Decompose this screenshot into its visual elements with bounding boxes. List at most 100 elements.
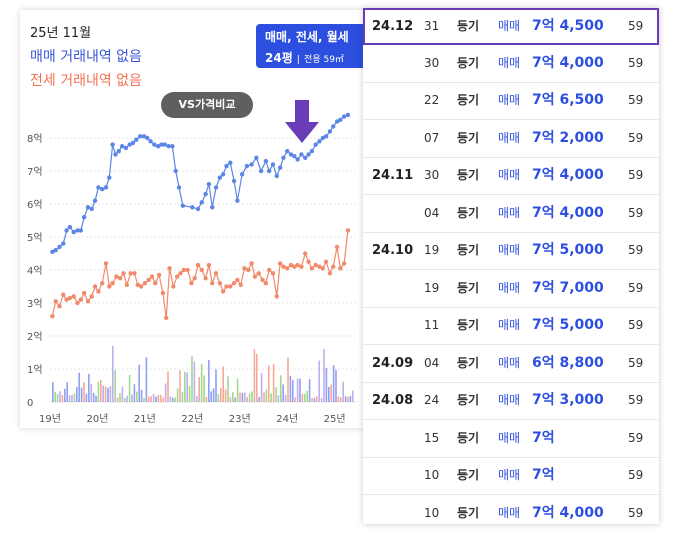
volume-bar xyxy=(88,373,90,402)
series-point-jeonse xyxy=(303,251,308,256)
transaction-row[interactable]: 15 등기 매매 7억 59 xyxy=(363,421,659,458)
series-point-sale xyxy=(224,163,229,169)
transaction-row[interactable]: 10 등기 매매 7억 59 xyxy=(363,458,659,495)
series-point-sale xyxy=(258,168,264,174)
series-point-sale xyxy=(176,185,182,190)
series-point-jeonse xyxy=(103,261,109,266)
transaction-row[interactable]: 10 등기 매매 7억 4,000 59 xyxy=(363,496,659,525)
volume-bar xyxy=(52,382,54,402)
series-point-jeonse xyxy=(299,264,304,269)
deal-price: 7억 4,000 xyxy=(532,504,604,521)
volume-bar xyxy=(229,397,232,402)
deal-type: 매매 xyxy=(498,280,521,295)
series-point-jeonse xyxy=(132,271,137,276)
series-point-jeonse xyxy=(217,281,223,286)
registration-badge: 등기 xyxy=(457,505,480,520)
series-point-sale xyxy=(71,229,76,235)
transaction-day: 07 xyxy=(424,130,440,145)
series-point-sale xyxy=(220,172,226,177)
volume-bar xyxy=(325,367,328,402)
volume-bar xyxy=(167,371,169,402)
transaction-row[interactable]: 24.08 24 등기 매매 7억 3,000 59 xyxy=(363,383,659,420)
registration-badge: 등기 xyxy=(457,55,480,70)
volume-bar xyxy=(244,392,246,402)
volume-bar xyxy=(224,389,227,402)
series-point-sale xyxy=(67,224,73,230)
exclusive-area: 59 xyxy=(628,468,644,482)
y-tick-label: 2억 xyxy=(27,331,43,343)
deal-price: 7억 2,000 xyxy=(532,129,604,146)
filter-deal-types[interactable]: 매매, 전세, 월세 xyxy=(265,30,349,44)
transaction-day: 15 xyxy=(424,430,440,445)
filter-box[interactable]: 매매, 전세, 월세 24평 | 전용 59㎡ xyxy=(256,24,364,68)
volume-bar xyxy=(162,397,164,402)
series-point-sale xyxy=(299,152,304,157)
series-point-sale xyxy=(266,168,272,174)
series-point-sale xyxy=(306,152,311,157)
series-point-jeonse xyxy=(174,274,180,279)
deal-price: 7억 4,000 xyxy=(532,54,604,71)
price-chart[interactable]: 0 1억 2억 3억 4억 5억 6억 7억 8억 19년 20년 21년 22년 23년 24년 25년 xyxy=(20,10,364,428)
series-point-sale xyxy=(231,178,237,184)
filter-size[interactable]: 24평 | 전용 59㎡ xyxy=(265,49,344,66)
exclusive-area: 59 xyxy=(628,355,644,370)
filter-pyeong: 24평 xyxy=(265,51,293,65)
series-point-sale xyxy=(89,206,94,212)
volume-bar xyxy=(304,393,306,402)
series-point-sale xyxy=(244,163,250,169)
series-point-sale xyxy=(162,142,168,147)
series-point-sale xyxy=(281,155,286,160)
volume-bar xyxy=(136,391,138,402)
registration-badge: 등기 xyxy=(457,19,480,33)
series-point-jeonse xyxy=(71,294,76,299)
transaction-row[interactable]: 22 등기 매매 7억 6,500 59 xyxy=(363,83,659,120)
series-point-jeonse xyxy=(181,267,186,273)
volume-bar xyxy=(294,397,296,402)
transaction-list[interactable]: 24.12 31 등기 매매 7억 4,500 59 30 등기 매매 7억 4,000 59 22 등… xyxy=(363,8,659,524)
volume-bar xyxy=(316,396,318,402)
volume-bar xyxy=(133,384,136,402)
series-point-sale xyxy=(145,135,150,141)
transaction-row[interactable]: 24.10 19 등기 매매 7억 5,000 59 xyxy=(363,233,659,270)
volume-bar xyxy=(217,393,220,402)
volume-bar xyxy=(352,390,354,402)
y-tick-label: 4억 xyxy=(27,265,43,277)
transaction-year-month: 24.08 xyxy=(372,393,414,408)
series-point-jeonse xyxy=(213,271,219,276)
volume-bar xyxy=(164,383,167,402)
volume-bar xyxy=(150,396,152,402)
transaction-row[interactable]: 07 등기 매매 7억 2,000 59 xyxy=(363,121,659,158)
volume-bar xyxy=(258,396,260,402)
series-point-sale xyxy=(199,200,205,205)
exclusive-area: 59 xyxy=(628,93,644,107)
volume-bar xyxy=(152,394,155,402)
deal-type: 매매 xyxy=(498,393,521,407)
exclusive-area: 59 xyxy=(628,205,644,220)
series-point-jeonse xyxy=(288,262,294,268)
volume-bar xyxy=(68,395,71,402)
series-point-sale xyxy=(113,152,118,157)
series-point-sale xyxy=(141,134,147,139)
volume-bar xyxy=(203,375,205,402)
series-point-jeonse xyxy=(306,259,311,264)
transaction-row[interactable]: 19 등기 매매 7억 7,000 59 xyxy=(363,271,659,308)
transaction-row[interactable]: 04 등기 매매 7억 4,000 59 xyxy=(363,196,659,233)
transaction-row[interactable]: 24.09 04 등기 매매 6억 8,800 59 xyxy=(363,346,659,383)
volume-bar xyxy=(318,360,320,402)
volume-bar xyxy=(138,364,140,402)
volume-bar xyxy=(342,381,344,402)
volume-bar xyxy=(121,386,124,402)
volume-bar xyxy=(145,357,148,402)
volume-bar xyxy=(61,395,64,402)
transaction-row[interactable]: 24.11 30 등기 매매 7억 4,000 59 xyxy=(363,158,659,195)
volume-bar xyxy=(90,383,92,402)
vs-compare-button[interactable]: VS가격비교 xyxy=(161,92,253,118)
registration-badge: 등기 xyxy=(457,318,480,332)
series-point-sale xyxy=(75,228,80,233)
deal-type: 매매 xyxy=(498,19,521,33)
volume-bar xyxy=(196,396,198,402)
transaction-row-selected[interactable]: 24.12 31 등기 매매 7억 4,500 59 xyxy=(363,8,659,45)
series-point-jeonse xyxy=(67,295,73,301)
transaction-row[interactable]: 11 등기 매매 7억 5,000 59 xyxy=(363,308,659,345)
transaction-row[interactable]: 30 등기 매매 7억 4,000 59 xyxy=(363,46,659,83)
